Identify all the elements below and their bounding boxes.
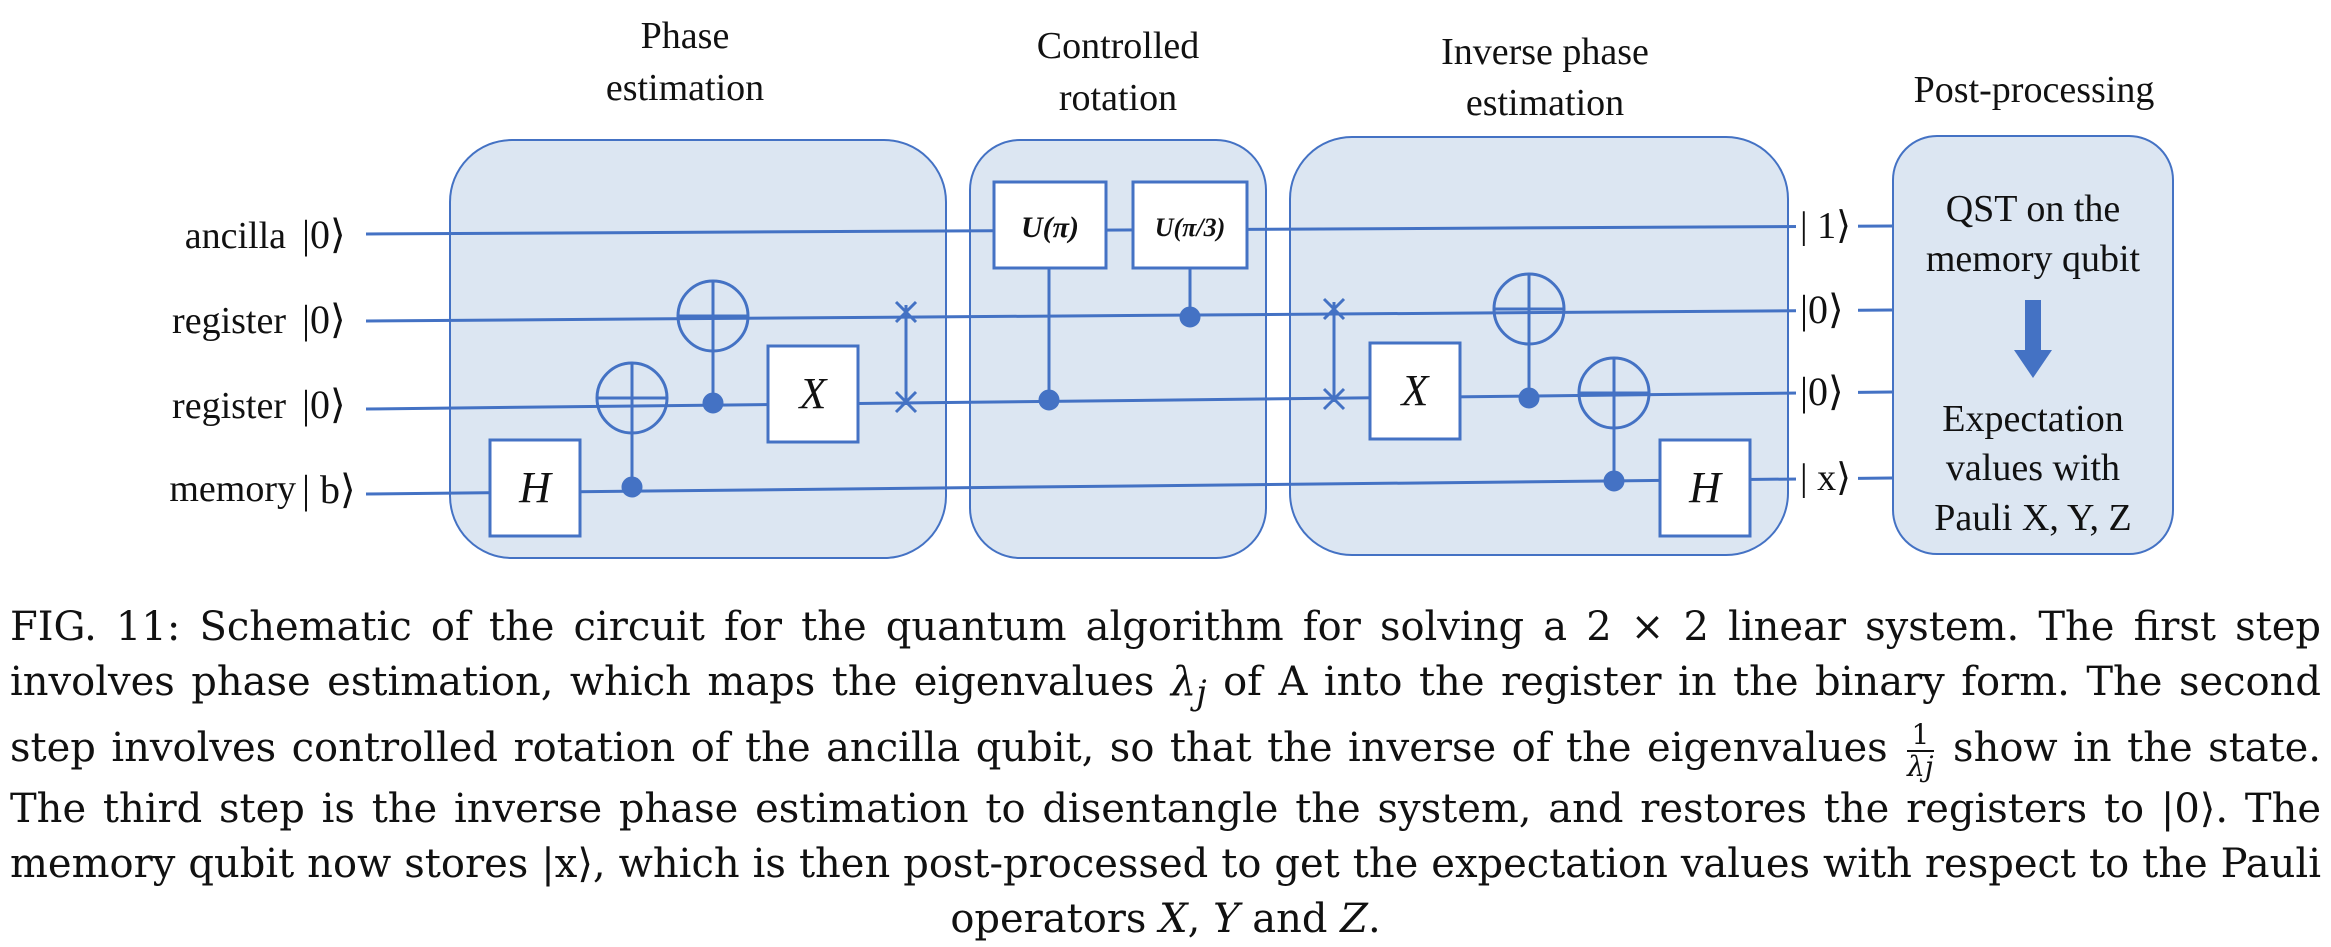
cnot-4-control-dot — [1603, 470, 1625, 492]
caption-op-y: Y — [1213, 896, 1240, 942]
post-text-line-4: values with — [1946, 447, 2120, 489]
cnot-2-control-dot — [702, 392, 724, 414]
ket-ancilla-output: | 1⟩ — [1800, 205, 1851, 247]
stage-title-inverse-2: estimation — [1466, 82, 1624, 124]
ket-register1-input: |0⟩ — [302, 297, 346, 342]
ket-register2-output: |0⟩ — [1800, 369, 1844, 414]
u-pi-gate — [992, 180, 1108, 270]
swap-1-cross-top-b — [894, 300, 918, 324]
swap-2-cross-top-b — [1322, 297, 1346, 321]
qubit-label-register-1: register — [172, 300, 286, 342]
stage-title-phase-1: Phase — [641, 15, 730, 57]
caption-op-x: X — [1159, 896, 1188, 942]
ket-ancilla-input: |0⟩ — [302, 212, 346, 257]
caption-part-2: of A into the register in the binary for… — [10, 659, 2322, 771]
x-gate-2-label: X — [1400, 366, 1431, 415]
stage-title-rotation-2: rotation — [1059, 77, 1177, 119]
caption-fraction: 1 λj — [1907, 718, 1934, 783]
u-pi3-gate — [1131, 180, 1249, 270]
caption-part-3: show in the state. The third step is the… — [10, 725, 2321, 942]
ket-memory-input: | b⟩ — [302, 467, 356, 512]
h-gate-2-label: H — [1688, 463, 1723, 512]
stage-title-inverse-1: Inverse phase — [1441, 31, 1649, 73]
swap-1-cross-bot-b — [894, 390, 918, 414]
wire-ancilla — [365, 224, 1893, 236]
stage-title-phase-2: estimation — [606, 67, 764, 109]
cnot-1-control-dot — [621, 476, 643, 498]
ket-memory-output: | x⟩ — [1800, 457, 1851, 499]
post-text-line-5: Pauli X, Y, Z — [1934, 497, 2131, 539]
down-arrow-icon — [2014, 300, 2052, 378]
post-text-line-1: QST on the — [1946, 188, 2121, 230]
circuit-diagram: Phase estimation Controlled rotation Inv… — [169, 15, 2174, 559]
qubit-label-ancilla: ancilla — [185, 215, 286, 257]
post-text-line-2: memory qubit — [1926, 238, 2141, 280]
h-gate-1 — [488, 438, 582, 538]
h-gate-2 — [1658, 438, 1752, 538]
ket-register1-output: |0⟩ — [1800, 287, 1844, 332]
stage-title-post: Post-processing — [1914, 69, 2155, 111]
qubit-label-memory: memory — [169, 468, 296, 510]
caption-lambda: λj — [1170, 659, 1207, 712]
u-pi3-gate-label: U(π/3) — [1155, 213, 1226, 242]
figure-caption: FIG. 11: Schematic of the circuit for th… — [10, 604, 2322, 942]
caption-op-z: Z — [1340, 896, 1368, 942]
cnot-3-control-dot — [1518, 387, 1540, 409]
x-gate-1 — [766, 344, 860, 444]
u-pi-control-dot — [1038, 389, 1060, 411]
stage-title-rotation-1: Controlled — [1037, 25, 1200, 67]
post-text-line-3: Expectation — [1942, 398, 2123, 440]
x-gate-1-label: X — [798, 369, 829, 418]
u-pi3-control-dot — [1179, 306, 1201, 328]
wire-register-2 — [365, 390, 1893, 411]
x-gate-2 — [1368, 341, 1462, 441]
wire-memory — [365, 476, 1893, 496]
caption-part-1: FIG. 11: Schematic of the circuit for th… — [10, 604, 2321, 705]
swap-2-cross-bot-b — [1322, 387, 1346, 411]
wire-register-1 — [365, 308, 1893, 323]
qubit-label-register-2: register — [172, 385, 286, 427]
u-pi-gate-label: U(π) — [1021, 211, 1079, 244]
ket-register2-input: |0⟩ — [302, 382, 346, 427]
h-gate-1-label: H — [518, 463, 553, 512]
